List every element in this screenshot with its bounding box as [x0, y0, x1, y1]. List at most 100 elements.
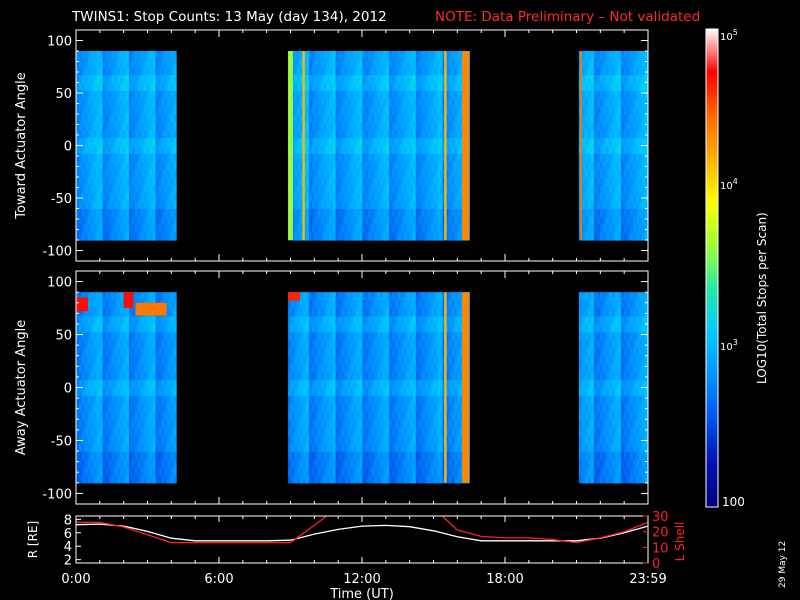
away-cell — [338, 466, 343, 476]
toward-cell — [424, 224, 429, 233]
toward-cell — [608, 51, 613, 60]
toward-cell — [167, 216, 171, 225]
toward-cell — [126, 208, 130, 217]
toward-cell — [99, 51, 104, 60]
toward-cell — [344, 177, 349, 186]
away-cell — [332, 347, 337, 357]
away-cell — [341, 411, 346, 420]
toward-cell — [123, 184, 127, 194]
away-cell — [418, 347, 423, 357]
toward-cell — [368, 82, 372, 91]
away-cell — [326, 451, 331, 460]
toward-cell — [137, 208, 142, 217]
toward-cell — [356, 98, 360, 107]
toward-cell — [305, 82, 310, 91]
toward-cell — [436, 145, 441, 154]
away-cell — [96, 419, 101, 428]
away-cell — [392, 403, 396, 412]
away-cell — [114, 419, 118, 428]
toward-cell — [371, 232, 375, 241]
away-cell — [84, 379, 89, 389]
toward-cell — [605, 169, 610, 178]
toward-cell — [377, 177, 381, 186]
toward-cell — [123, 232, 127, 241]
toward-cell — [368, 208, 372, 217]
away-cell — [134, 379, 139, 389]
toward-cell — [448, 129, 453, 139]
toward-cell — [608, 161, 613, 170]
toward-cell — [392, 192, 396, 202]
toward-cell — [111, 200, 115, 210]
toward-cell — [146, 58, 151, 68]
toward-cell — [590, 137, 595, 147]
away-cell — [377, 411, 381, 420]
away-cell — [308, 316, 313, 325]
away-cell — [288, 458, 292, 468]
away-cell — [341, 363, 346, 373]
away-cell — [341, 331, 346, 341]
toward-cell — [395, 224, 399, 233]
away-cell — [424, 316, 429, 325]
away-cell — [134, 443, 139, 452]
toward-cell — [403, 224, 408, 233]
toward-cell — [436, 98, 441, 107]
toward-cell — [445, 82, 450, 91]
away-cell — [152, 371, 157, 381]
toward-cell — [170, 169, 174, 178]
away-cell — [341, 316, 346, 325]
away-cell — [430, 395, 435, 404]
toward-cell — [170, 58, 174, 68]
toward-cell — [383, 145, 387, 154]
toward-cell — [602, 66, 607, 76]
toward-cell — [131, 169, 136, 178]
away-cell — [418, 474, 423, 484]
toward-cell — [380, 129, 384, 139]
toward-cell — [311, 129, 316, 139]
toward-cell — [635, 98, 640, 107]
toward-cell — [433, 192, 438, 202]
away-cell — [308, 427, 313, 436]
away-cell — [317, 458, 322, 468]
away-cell — [305, 427, 310, 436]
toward-cell — [448, 114, 453, 123]
toward-cell — [155, 66, 160, 76]
toward-cell — [90, 224, 95, 233]
toward-cell — [131, 224, 136, 233]
away-cell — [377, 292, 381, 301]
away-cell — [128, 466, 133, 476]
away-cell — [380, 411, 384, 420]
toward-cell — [314, 224, 319, 233]
toward-cell — [602, 145, 607, 154]
away-cell — [332, 292, 337, 301]
away-cell — [436, 427, 441, 436]
toward-cell — [409, 232, 414, 241]
toward-cell — [140, 177, 145, 186]
toward-cell — [596, 82, 601, 91]
away-cell — [374, 379, 378, 389]
away-cell — [137, 451, 142, 460]
away-cell — [350, 411, 355, 420]
toward-cell — [146, 200, 151, 210]
away-data — [76, 292, 648, 484]
toward-cell — [403, 74, 408, 84]
toward-cell — [167, 153, 171, 162]
toward-cell — [297, 208, 301, 217]
away-cell — [383, 458, 387, 468]
away-cell — [392, 339, 396, 349]
away-cell — [314, 443, 319, 452]
toward-cell — [415, 232, 420, 241]
toward-cell — [297, 66, 301, 76]
toward-cell — [128, 216, 133, 225]
away-cell — [374, 466, 378, 476]
toward-cell — [397, 51, 402, 60]
toward-cell — [338, 106, 343, 115]
away-cell — [386, 451, 390, 460]
toward-cell — [389, 90, 393, 99]
toward-cell — [294, 169, 298, 178]
toward-cell — [368, 224, 372, 233]
toward-cell — [111, 232, 115, 241]
away-cell — [308, 371, 313, 381]
away-cell — [368, 323, 372, 333]
away-cell — [412, 458, 417, 468]
toward-cell — [356, 192, 360, 202]
